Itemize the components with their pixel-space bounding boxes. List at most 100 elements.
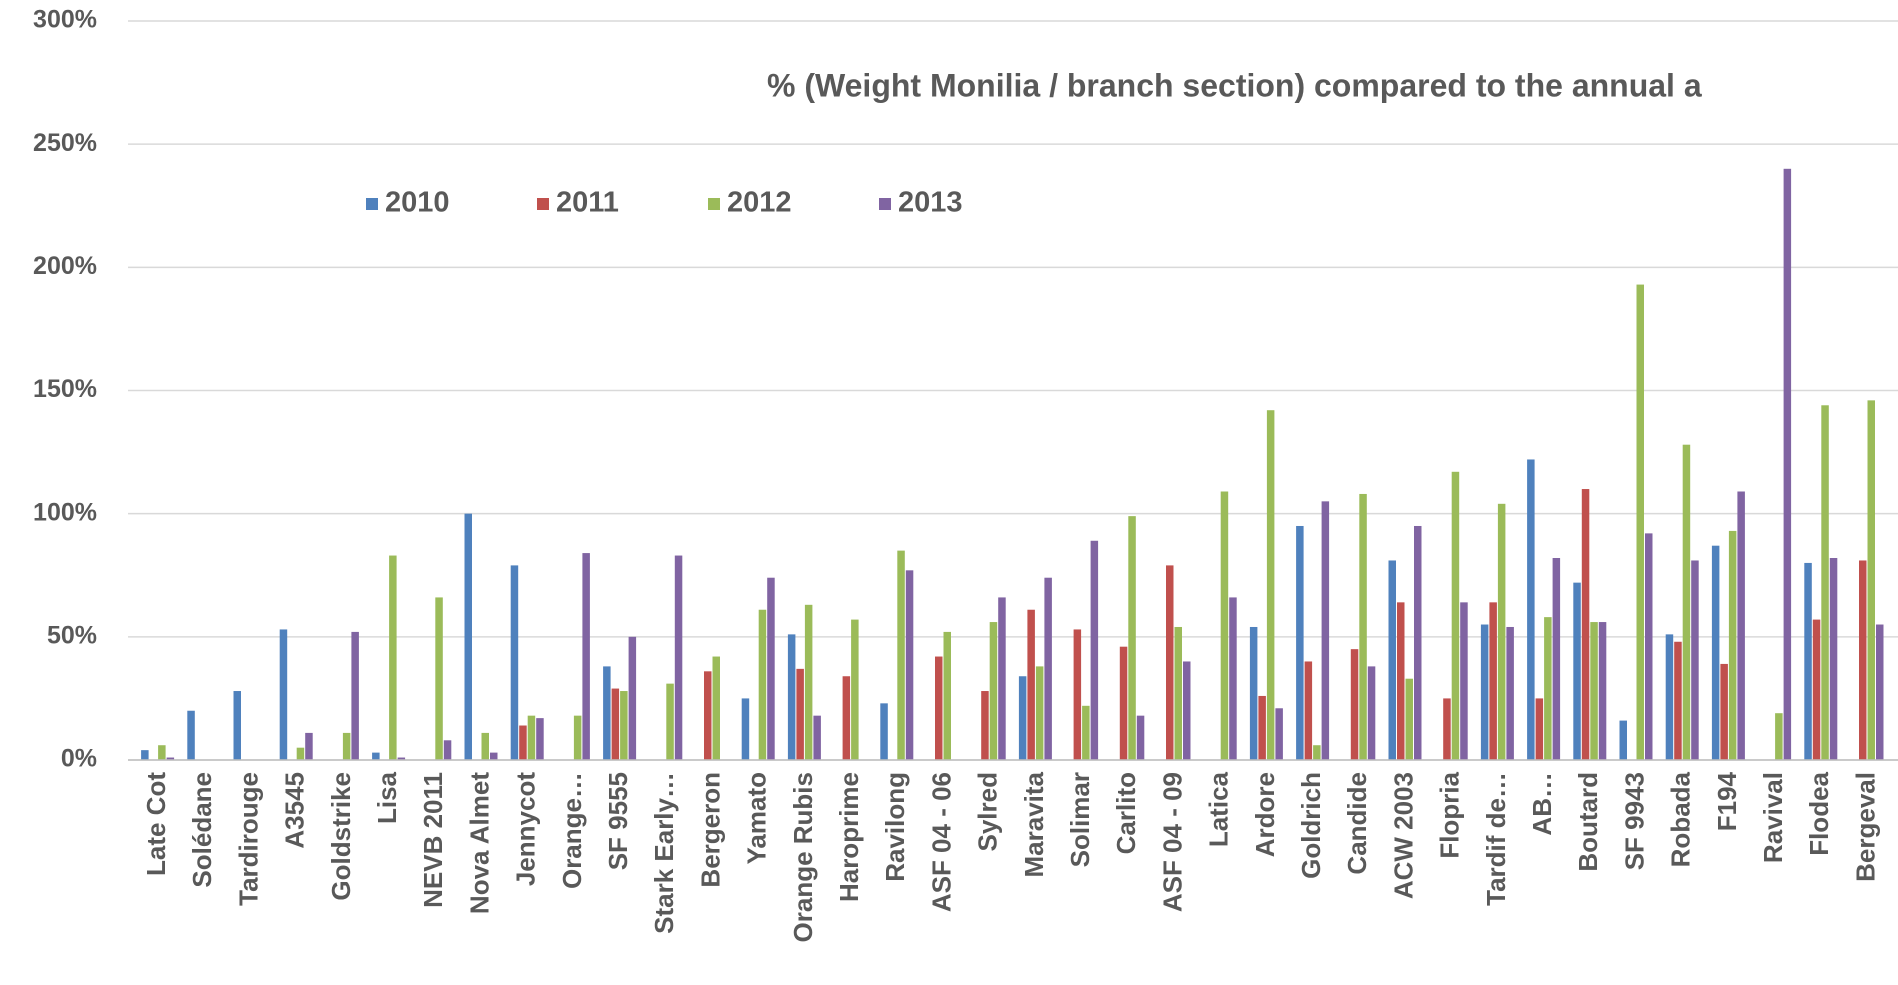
x-tick-label: ACW 2003 [1388, 772, 1418, 899]
bar [611, 688, 620, 760]
bar [1674, 641, 1682, 760]
bar [674, 555, 683, 760]
bar [536, 718, 544, 760]
x-tick-label: ASF 04 - 06 [926, 772, 956, 912]
bar [527, 715, 536, 760]
bar [712, 656, 720, 760]
x-tick-label: Late Cot [141, 772, 171, 876]
bar [1035, 666, 1044, 760]
bar [897, 550, 905, 760]
x-tick-label: Flopria [1435, 771, 1465, 858]
bar [905, 570, 914, 760]
bar [1812, 619, 1821, 760]
bar [1073, 629, 1082, 760]
bar [1119, 646, 1128, 760]
bar [1128, 516, 1136, 760]
x-tick-label: Robada [1666, 771, 1696, 867]
bar [1691, 560, 1699, 760]
y-tick-label: 150% [33, 375, 97, 403]
x-tick-label: Lisa [372, 771, 402, 824]
bar [1397, 602, 1405, 760]
bar [1645, 533, 1653, 760]
x-tick-label: Carlito [1111, 772, 1141, 854]
x-tick-label: Goldstrike [326, 772, 356, 901]
bar [443, 740, 452, 760]
x-tick-label: Orange Rubis [788, 772, 818, 942]
bar [851, 619, 859, 760]
bar [1665, 634, 1674, 760]
bar [305, 732, 313, 760]
bar [1414, 525, 1422, 760]
bar [787, 634, 796, 760]
bar [1480, 624, 1489, 760]
x-tick-label: Nova Almet [464, 772, 494, 914]
y-tick-label: 100% [33, 498, 97, 526]
bar [1183, 661, 1191, 760]
y-tick-label: 200% [33, 252, 97, 280]
bar [1682, 444, 1691, 760]
bar [741, 698, 750, 760]
bar [582, 553, 590, 760]
bar [1220, 491, 1229, 760]
y-tick-label: 300% [33, 6, 97, 34]
bar [397, 757, 406, 760]
x-tick-label: Flodea [1804, 771, 1834, 855]
bar [481, 732, 489, 760]
x-tick-label: Orange… [557, 772, 587, 889]
bar [804, 604, 813, 760]
bar [989, 622, 998, 760]
bar [1535, 698, 1544, 760]
bar [704, 671, 712, 760]
x-tick-label: AB… [1527, 772, 1557, 836]
bar [1783, 168, 1792, 761]
bar [1367, 666, 1376, 760]
bar [603, 666, 611, 760]
x-tick-label: Ravilong [880, 772, 910, 882]
bar [1018, 676, 1027, 760]
bar [813, 715, 821, 760]
bar [166, 757, 175, 760]
x-tick-label: Maravita [1019, 771, 1049, 877]
bar [1258, 695, 1266, 760]
legend-swatch [366, 198, 378, 210]
bar [1590, 622, 1598, 760]
bar [158, 745, 166, 760]
y-tick-label: 250% [33, 129, 97, 157]
x-tick-label: Solédane [187, 772, 217, 888]
bar [1359, 493, 1367, 760]
bar [510, 565, 519, 760]
bar [1581, 489, 1590, 760]
bar [1229, 597, 1237, 760]
x-tick-label: Jennycot [511, 772, 541, 886]
bar [620, 691, 628, 760]
bar [1867, 400, 1875, 760]
x-tick-label: Goldrich [1296, 772, 1326, 879]
bar [767, 577, 775, 760]
bar [1737, 491, 1745, 760]
bar [389, 555, 397, 760]
x-tick-label: A3545 [280, 772, 310, 849]
x-tick-label: Boutard [1573, 772, 1603, 872]
x-tick-label: Candide [1342, 772, 1372, 875]
bar [1619, 720, 1627, 760]
bar [1350, 649, 1359, 760]
x-tick-label: Tardif de… [1481, 772, 1511, 906]
bar [1266, 410, 1275, 760]
bar [141, 750, 149, 760]
bar [1460, 602, 1468, 760]
legend-label: 2013 [898, 187, 963, 219]
bar [1174, 626, 1182, 760]
bar [1544, 617, 1552, 760]
y-tick-label: 0% [61, 745, 97, 773]
bar [842, 676, 851, 760]
bar [1166, 565, 1174, 760]
bar [1573, 582, 1581, 760]
x-tick-label: SF 9555 [603, 772, 633, 870]
x-tick-label: Sylred [973, 772, 1003, 852]
bar [1321, 501, 1330, 760]
bar [1775, 713, 1783, 760]
bar [1082, 705, 1090, 760]
legend-swatch [708, 198, 720, 210]
bar [943, 631, 951, 760]
